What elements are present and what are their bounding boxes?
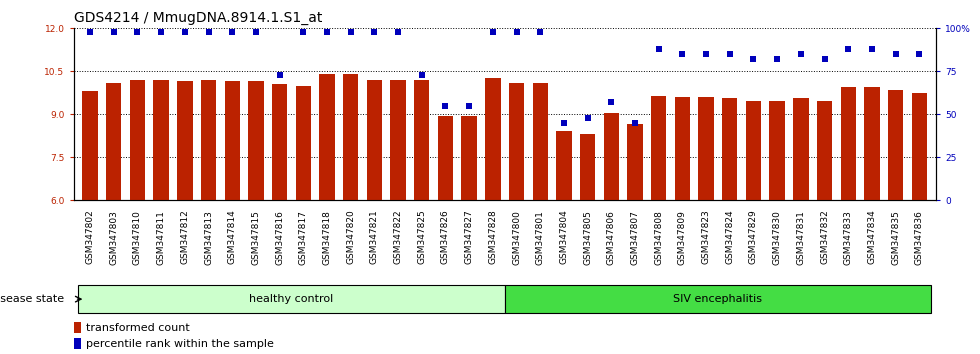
Point bbox=[390, 29, 406, 35]
Bar bbox=[699, 97, 713, 200]
Bar bbox=[78, 285, 505, 313]
Bar bbox=[154, 80, 169, 200]
Point bbox=[509, 29, 524, 35]
Bar bbox=[651, 96, 666, 200]
Bar bbox=[390, 80, 406, 200]
Bar bbox=[271, 84, 287, 200]
Bar bbox=[343, 74, 359, 200]
Point bbox=[224, 29, 240, 35]
Point bbox=[343, 29, 359, 35]
Bar bbox=[817, 101, 832, 200]
Point bbox=[485, 29, 501, 35]
Point bbox=[296, 29, 312, 35]
Point bbox=[911, 51, 927, 57]
Bar bbox=[296, 86, 311, 200]
Text: GDS4214 / MmugDNA.8914.1.S1_at: GDS4214 / MmugDNA.8914.1.S1_at bbox=[74, 11, 321, 24]
Bar bbox=[746, 101, 761, 200]
Bar bbox=[177, 81, 192, 200]
Bar bbox=[864, 87, 880, 200]
Point bbox=[532, 29, 548, 35]
Point bbox=[414, 72, 429, 78]
Text: transformed count: transformed count bbox=[86, 323, 190, 333]
Text: healthy control: healthy control bbox=[249, 294, 333, 304]
Bar bbox=[604, 113, 619, 200]
Point bbox=[271, 72, 287, 78]
Point bbox=[319, 29, 335, 35]
Point bbox=[129, 29, 145, 35]
Bar bbox=[438, 116, 453, 200]
Bar bbox=[485, 78, 501, 200]
Bar bbox=[415, 80, 429, 200]
Point bbox=[462, 103, 477, 108]
Point bbox=[651, 46, 666, 52]
Point bbox=[556, 120, 571, 126]
Bar bbox=[769, 101, 785, 200]
Point bbox=[793, 51, 808, 57]
Point bbox=[888, 51, 904, 57]
Point bbox=[627, 120, 643, 126]
Point bbox=[201, 29, 217, 35]
Bar bbox=[82, 91, 98, 200]
Point bbox=[438, 103, 454, 108]
Text: disease state: disease state bbox=[0, 294, 64, 304]
Bar bbox=[557, 131, 571, 200]
Text: percentile rank within the sample: percentile rank within the sample bbox=[86, 339, 274, 349]
Bar bbox=[841, 87, 856, 200]
Bar bbox=[74, 338, 81, 349]
Point bbox=[722, 51, 738, 57]
Bar bbox=[888, 90, 904, 200]
Bar bbox=[627, 124, 643, 200]
Bar bbox=[462, 116, 477, 200]
Point bbox=[698, 51, 713, 57]
Point bbox=[82, 29, 98, 35]
Point bbox=[864, 46, 880, 52]
Point bbox=[248, 29, 264, 35]
Bar bbox=[129, 80, 145, 200]
Point bbox=[674, 51, 690, 57]
Bar bbox=[722, 98, 738, 200]
Point bbox=[746, 56, 761, 62]
Point bbox=[769, 56, 785, 62]
Bar bbox=[106, 83, 122, 200]
Bar bbox=[74, 322, 81, 333]
Bar bbox=[224, 81, 240, 200]
Text: SIV encephalitis: SIV encephalitis bbox=[673, 294, 762, 304]
Point bbox=[106, 29, 122, 35]
Bar bbox=[505, 285, 931, 313]
Bar bbox=[367, 80, 382, 200]
Point bbox=[580, 115, 596, 120]
Bar bbox=[248, 81, 264, 200]
Bar bbox=[674, 97, 690, 200]
Bar bbox=[319, 74, 335, 200]
Point bbox=[153, 29, 169, 35]
Point bbox=[841, 46, 857, 52]
Bar bbox=[580, 134, 595, 200]
Bar bbox=[911, 93, 927, 200]
Bar bbox=[509, 83, 524, 200]
Point bbox=[367, 29, 382, 35]
Bar bbox=[201, 80, 217, 200]
Point bbox=[604, 99, 619, 105]
Point bbox=[816, 56, 832, 62]
Bar bbox=[793, 98, 808, 200]
Point bbox=[177, 29, 193, 35]
Bar bbox=[532, 83, 548, 200]
